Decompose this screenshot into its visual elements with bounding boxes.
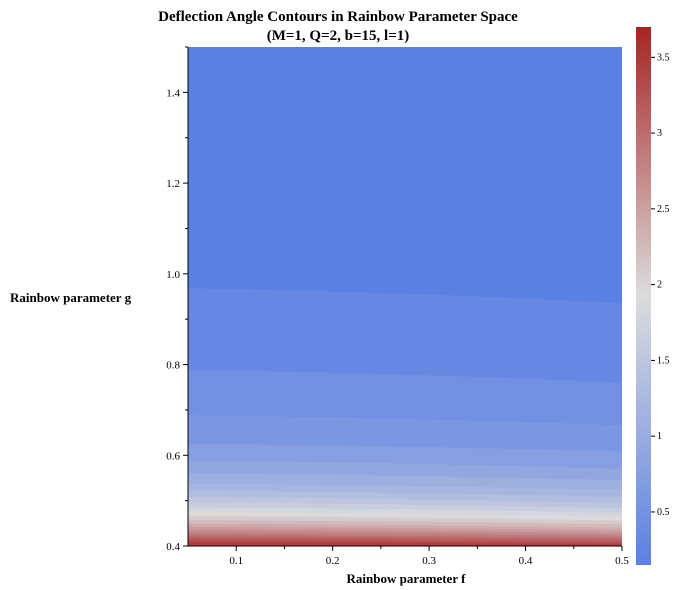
colorbar-tick-label: 2.5 xyxy=(657,204,670,215)
x-tick-label: 0.3 xyxy=(422,555,436,567)
contour-band-21 xyxy=(188,541,622,546)
x-axis-label: Rainbow parameter f xyxy=(347,571,467,586)
chart-title: Deflection Angle Contours in Rainbow Par… xyxy=(158,9,518,25)
colorbar-gradient xyxy=(636,27,651,565)
y-tick-label: 1.2 xyxy=(166,178,180,190)
colorbar: 0.5 1 1.5 2 2.5 3 3.5 xyxy=(636,27,670,565)
y-tick-label: 0.8 xyxy=(166,360,180,372)
plot-area xyxy=(188,47,622,546)
y-tick-label: 1.0 xyxy=(166,269,180,281)
colorbar-tick-label: 3 xyxy=(657,128,662,139)
colorbar-tick-label: 2 xyxy=(657,280,662,291)
chart-subtitle: (M=1, Q=2, b=15, l=1) xyxy=(267,28,410,44)
colorbar-tick-label: 3.5 xyxy=(657,52,670,63)
y-tick-label: 0.6 xyxy=(166,450,180,462)
y-tick-label: 0.4 xyxy=(166,541,180,553)
axes: 0.4 0.6 0.8 1.0 1.2 1.4 0.1 0.2 0.3 0.4 0.5 xyxy=(166,46,629,567)
x-tick-label: 0.4 xyxy=(519,555,533,567)
x-tick-label: 0.5 xyxy=(615,555,629,567)
colorbar-tick-label: 0.5 xyxy=(657,507,670,518)
y-tick-label: 1.4 xyxy=(166,87,180,99)
x-tick-label: 0.1 xyxy=(229,555,243,567)
x-tick-label: 0.2 xyxy=(326,555,340,567)
colorbar-tick-label: 1 xyxy=(657,431,662,442)
y-axis-label: Rainbow parameter g xyxy=(10,290,132,305)
colorbar-tick-label: 1.5 xyxy=(657,355,670,366)
